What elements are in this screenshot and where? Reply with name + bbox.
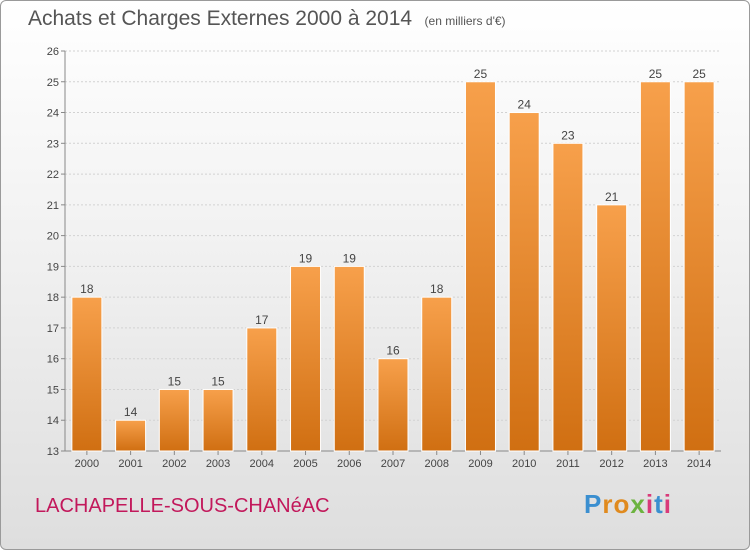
logo-letter: i — [663, 489, 672, 519]
data-label: 19 — [343, 251, 357, 265]
data-label: 23 — [561, 128, 575, 142]
x-tick-label: 2008 — [424, 458, 448, 470]
data-label: 19 — [299, 251, 313, 265]
chart-title: Achats et Charges Externes 2000 à 2014 — [28, 7, 413, 30]
bar — [333, 265, 365, 452]
title-row: Achats et Charges Externes 2000 à 2014 (… — [28, 7, 506, 31]
data-label: 15 — [168, 374, 182, 388]
data-label: 25 — [474, 67, 488, 81]
data-label: 14 — [124, 405, 138, 419]
x-tick-label: 2003 — [206, 458, 230, 470]
x-tick-label: 2004 — [250, 458, 274, 470]
y-tick-label: 23 — [47, 138, 59, 150]
y-tick-label: 16 — [47, 354, 59, 366]
x-tick-label: 2013 — [643, 458, 667, 470]
data-label: 18 — [430, 282, 444, 296]
logo-letter: i — [645, 489, 655, 519]
data-label: 21 — [605, 190, 619, 204]
bar — [596, 204, 628, 452]
x-tick-label: 2014 — [687, 458, 711, 470]
x-tick-label: 2012 — [599, 458, 623, 470]
bar — [202, 388, 234, 452]
data-label: 17 — [255, 313, 269, 327]
y-tick-label: 17 — [47, 323, 59, 335]
logo-letter: P — [584, 489, 603, 519]
x-tick-label: 2001 — [118, 458, 142, 470]
y-tick-label: 22 — [47, 169, 59, 181]
bar — [639, 81, 671, 452]
data-label: 16 — [386, 344, 400, 358]
x-tick-label: 2009 — [468, 458, 492, 470]
y-tick-label: 15 — [47, 384, 59, 396]
data-label: 25 — [692, 67, 706, 81]
data-label: 25 — [649, 67, 663, 81]
bar — [290, 265, 322, 452]
y-tick-label: 26 — [47, 46, 59, 58]
y-tick-label: 21 — [47, 200, 59, 212]
x-tick-label: 2007 — [381, 458, 405, 470]
bar — [508, 112, 540, 452]
x-tick-label: 2000 — [75, 458, 99, 470]
logo-letter: t — [654, 489, 664, 519]
y-tick-label: 13 — [47, 446, 59, 458]
y-tick-label: 24 — [47, 108, 59, 120]
logo-letter: o — [613, 489, 631, 519]
data-label: 24 — [518, 98, 532, 112]
data-label: 18 — [80, 282, 94, 296]
x-tick-label: 2002 — [162, 458, 186, 470]
y-tick-label: 19 — [47, 261, 59, 273]
data-label: 15 — [211, 374, 225, 388]
x-tick-label: 2006 — [337, 458, 361, 470]
logo-letter: r — [602, 489, 614, 519]
bar — [464, 81, 496, 452]
bar — [377, 358, 409, 452]
logo-letter: x — [630, 489, 646, 519]
chart-subtitle: (en milliers d'€) — [424, 14, 506, 28]
y-tick-label: 18 — [47, 292, 59, 304]
y-tick-label: 14 — [47, 415, 59, 427]
commune-name: LACHAPELLE-SOUS-CHANéAC — [35, 495, 330, 517]
y-tick-label: 20 — [47, 231, 59, 243]
x-tick-label: 2010 — [512, 458, 536, 470]
x-tick-label: 2011 — [556, 458, 580, 470]
bar — [115, 419, 147, 452]
bar — [552, 142, 584, 452]
x-tick-label: 2005 — [293, 458, 317, 470]
bar — [246, 327, 278, 452]
y-tick-label: 25 — [47, 77, 59, 89]
bar — [683, 81, 715, 452]
bar — [71, 296, 103, 452]
proxiti-logo: Proxiti — [584, 489, 672, 520]
bar — [158, 388, 190, 452]
bar — [421, 296, 453, 452]
